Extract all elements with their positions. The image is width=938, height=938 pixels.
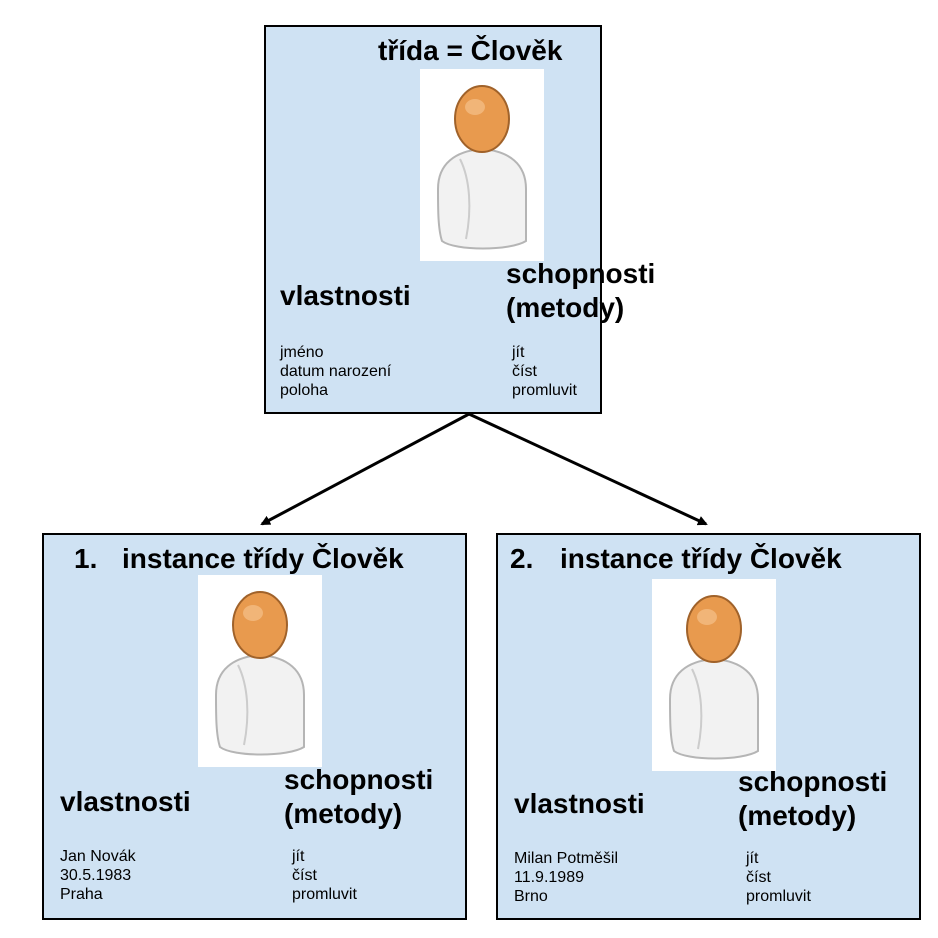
person-icon [420, 69, 544, 261]
list-item: číst [746, 869, 771, 886]
list-item: jít [746, 850, 759, 867]
instance-2-box: 2. instance třídy Člověk vlastnosti schop… [496, 533, 921, 920]
list-item: poloha [280, 382, 329, 399]
properties-heading: vlastnosti [514, 788, 645, 819]
list-item: Jan Novák [60, 848, 136, 865]
methods-heading-line2: (metody) [738, 800, 857, 831]
list-item: číst [512, 363, 537, 380]
instance-title-text: instance třídy Člověk [122, 543, 404, 574]
instance-2-title: 2. instance třídy Člověk [510, 545, 842, 573]
methods-heading-line1: schopnosti [284, 764, 434, 795]
list-item: promluvit [746, 888, 811, 905]
instance-number: 2. [510, 543, 534, 574]
person-icon [652, 579, 776, 771]
arrow-to-instance-2 [468, 412, 708, 526]
instance-1-title: 1. instance třídy Člověk [74, 545, 404, 573]
list-item: 11.9.1989 [514, 869, 584, 886]
methods-heading-line1: schopnosti [738, 766, 888, 797]
methods-heading-line2: (metody) [506, 292, 625, 323]
class-box: třída = Člověk vlastnosti schopnosti (me… [264, 25, 655, 414]
list-item: jít [292, 848, 305, 865]
list-item: promluvit [292, 886, 357, 903]
list-item: číst [292, 867, 317, 884]
list-item: jít [512, 344, 525, 361]
properties-heading: vlastnosti [60, 786, 191, 817]
properties-list: jméno datum narození poloha [280, 343, 391, 400]
methods-heading-line2: (metody) [284, 798, 403, 829]
instance-title-text: instance třídy Člověk [560, 543, 842, 574]
list-item: Milan Potměšil [514, 850, 619, 867]
list-item: datum narození [280, 363, 392, 380]
methods-list: jít číst promluvit [512, 343, 577, 400]
list-item: 30.5.1983 [60, 867, 132, 884]
methods-heading-line1: schopnosti [506, 258, 656, 289]
list-item: jméno [280, 344, 324, 361]
list-item: Brno [514, 888, 548, 905]
person-icon [198, 575, 322, 767]
methods-list: jít číst promluvit [292, 847, 357, 904]
instance-number: 1. [74, 543, 98, 574]
instance-1-box: 1. instance třídy Člověk vlastnosti schop… [42, 533, 467, 920]
class-title: třída = Člověk [378, 35, 563, 66]
list-item: Praha [60, 886, 103, 903]
list-item: promluvit [512, 382, 577, 399]
arrow-to-instance-1 [260, 412, 470, 526]
properties-heading: vlastnosti [280, 280, 411, 311]
properties-list: Milan Potměšil 11.9.1989 Brno [514, 849, 618, 906]
properties-list: Jan Novák 30.5.1983 Praha [60, 847, 136, 904]
methods-list: jít číst promluvit [746, 849, 811, 906]
